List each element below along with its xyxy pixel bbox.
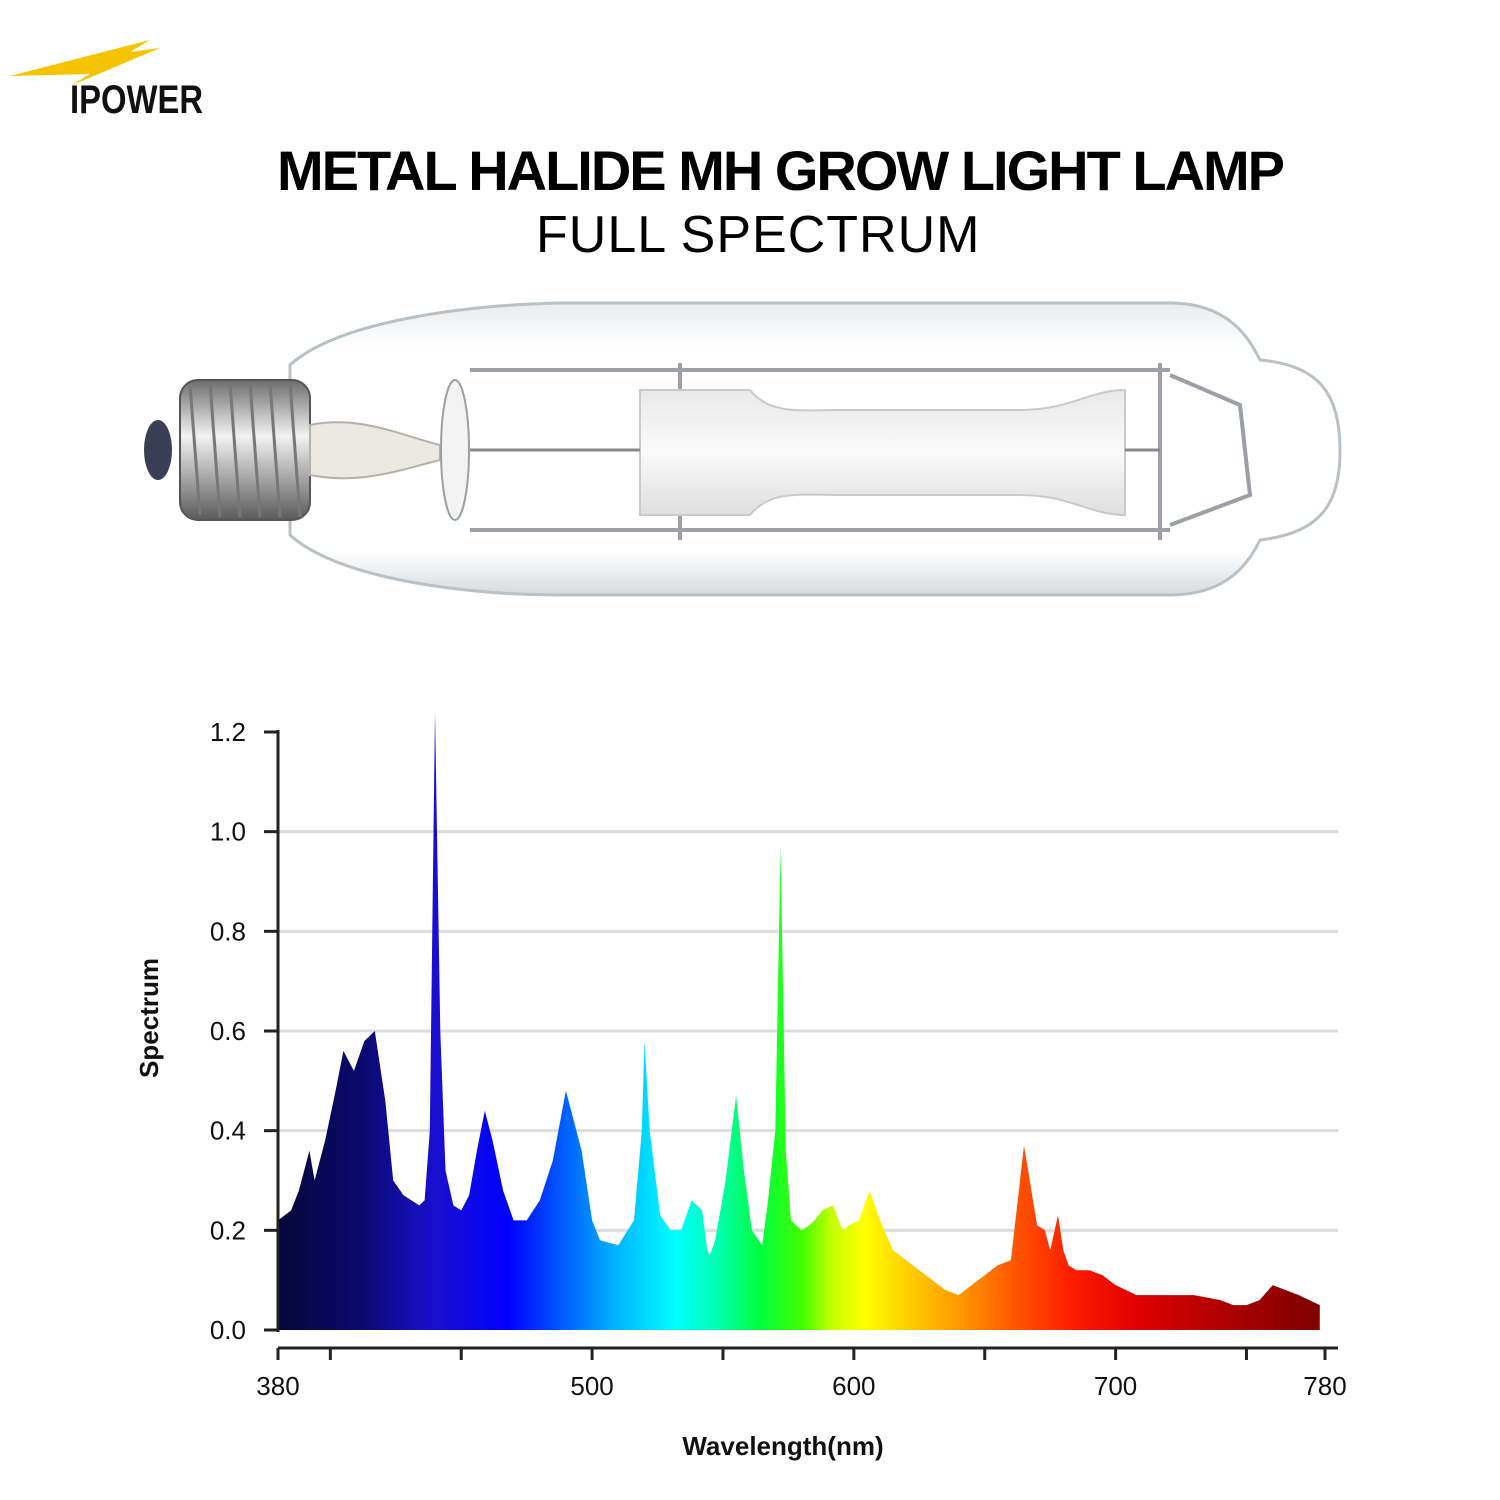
x-tick-label: 600 <box>832 1371 875 1401</box>
x-tick-label: 700 <box>1094 1371 1137 1401</box>
spectrum-chart: 0.0 0.2 0.4 0.6 0.8 1.0 1.2 380 500 600 700 780 Spe… <box>134 712 1347 1461</box>
page-subtitle: FULL SPECTRUM <box>536 206 981 264</box>
lightning-bolt-icon <box>10 40 160 86</box>
x-tick-label: 500 <box>570 1371 613 1401</box>
page-title: METAL HALIDE MH GROW LIGHT LAMP <box>276 139 1285 202</box>
y-tick-label: 0.4 <box>210 1116 246 1146</box>
y-tick-label: 1.0 <box>210 817 246 847</box>
x-tick-label: 380 <box>256 1371 299 1401</box>
x-tick-label: 780 <box>1303 1371 1346 1401</box>
y-tick-label: 0.2 <box>210 1215 246 1245</box>
ipower-logo <box>10 40 160 86</box>
spectrum-area <box>278 712 1320 1330</box>
metal-halide-bulb-icon <box>144 301 1342 597</box>
x-axis-title: Wavelength(nm) <box>682 1431 883 1461</box>
y-tick-label: 0.8 <box>210 916 246 946</box>
y-tick-label: 0.6 <box>210 1016 246 1046</box>
y-tick-label: 1.2 <box>210 717 246 747</box>
y-tick-label: 0.0 <box>210 1315 246 1345</box>
brand-logo-text: IPOWER <box>70 78 204 122</box>
y-axis-title: Spectrum <box>134 958 164 1078</box>
